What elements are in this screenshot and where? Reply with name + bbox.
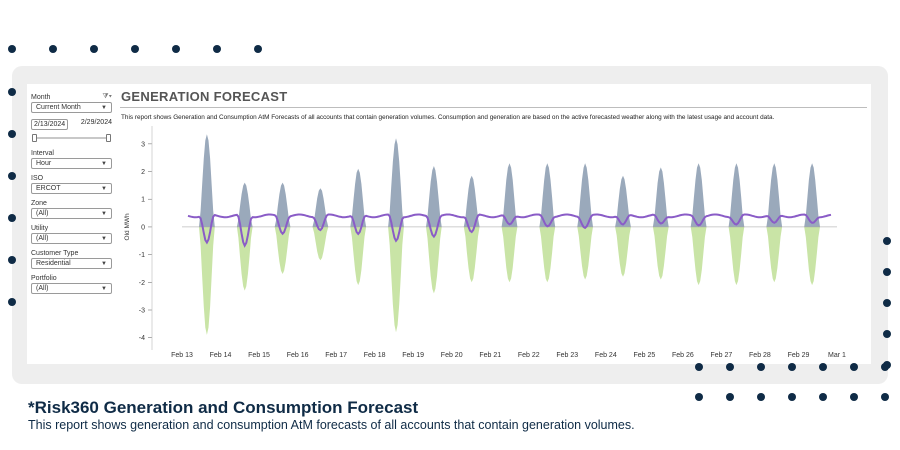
x-tick-label: Feb 18 <box>364 352 386 359</box>
chevron-down-icon: ▼ <box>101 260 107 267</box>
y-tick-label: -2 <box>139 280 145 287</box>
x-tick-label: Feb 22 <box>518 352 540 359</box>
portfolio-select-value: (All) <box>36 285 49 292</box>
title-divider <box>120 107 867 108</box>
decorative-dots-top <box>8 45 262 53</box>
utility-label: Utility <box>31 224 49 232</box>
x-tick-label: Feb 29 <box>788 352 810 359</box>
slider-end-handle[interactable] <box>106 134 111 142</box>
y-tick-label: -3 <box>139 308 145 315</box>
interval-select[interactable]: Hour ▼ <box>31 158 112 169</box>
clear-filter-icon[interactable]: ⧩▾ <box>102 93 112 100</box>
interval-select-value: Hour <box>36 160 52 167</box>
caption-title: *Risk360 Generation and Consumption Fore… <box>28 398 419 417</box>
chevron-down-icon: ▼ <box>101 160 107 167</box>
consumption-area <box>188 226 831 335</box>
utility-select-value: (All) <box>36 235 49 242</box>
forecast-chart[interactable]: 3 2 1 0 -1 -2 -3 -4 Old MWh Feb 13 Feb 14 Feb 15 Feb… <box>116 84 871 364</box>
portfolio-select[interactable]: (All) ▼ <box>31 283 112 294</box>
x-tick-label: Feb 14 <box>210 352 232 359</box>
x-tick-label: Feb 21 <box>479 352 501 359</box>
slider-start-handle[interactable] <box>32 134 37 142</box>
net-load-line <box>187 213 832 248</box>
y-tick-label: -1 <box>139 252 145 259</box>
decorative-dots-right <box>883 237 891 369</box>
chart-panel: GENERATION FORECAST This report shows Ge… <box>116 84 871 364</box>
month-label-text: Month <box>31 93 51 101</box>
iso-select[interactable]: ERCOT ▼ <box>31 183 112 194</box>
chevron-down-icon: ▼ <box>101 210 107 217</box>
y-axis-label: Old MWh <box>124 213 131 240</box>
iso-select-value: ERCOT <box>36 185 61 192</box>
zone-select-value: (All) <box>36 210 49 217</box>
utility-select[interactable]: (All) ▼ <box>31 233 112 244</box>
portfolio-label: Portfolio <box>31 274 57 282</box>
decorative-dots-bottom <box>695 363 889 401</box>
report-title: GENERATION FORECAST <box>121 89 288 104</box>
start-date-input[interactable]: 2/13/2024 <box>31 119 69 130</box>
report-description: This report shows Generation and Consump… <box>121 114 775 121</box>
zone-select[interactable]: (All) ▼ <box>31 208 112 219</box>
y-tick-label: 0 <box>141 224 145 231</box>
slider-track <box>34 137 109 139</box>
x-tick-label: Feb 15 <box>248 352 270 359</box>
x-tick-label: Feb 20 <box>441 352 463 359</box>
y-tick-label: -4 <box>139 335 145 342</box>
x-tick-label: Feb 24 <box>595 352 617 359</box>
zone-label: Zone <box>31 199 47 207</box>
x-tick-label: Feb 13 <box>171 352 193 359</box>
month-filter-label: Month ⧩▾ <box>31 92 112 102</box>
customer-type-select-value: Residential <box>36 260 71 267</box>
chevron-down-icon: ▼ <box>101 185 107 192</box>
y-tick-label: 3 <box>141 141 145 148</box>
x-tick-label: Feb 19 <box>402 352 424 359</box>
customer-type-label: Customer Type <box>31 249 79 257</box>
caption-subtitle: This report shows generation and consump… <box>28 418 635 432</box>
month-select[interactable]: Current Month ▼ <box>31 102 112 113</box>
x-tick-label: Feb 27 <box>711 352 733 359</box>
x-tick-label: Feb 23 <box>556 352 578 359</box>
x-tick-label: Feb 17 <box>325 352 347 359</box>
iso-label: ISO <box>31 174 44 182</box>
date-range-slider[interactable] <box>32 134 111 142</box>
customer-type-select[interactable]: Residential ▼ <box>31 258 112 269</box>
date-range: 2/13/2024 2/29/2024 <box>31 119 112 130</box>
filter-panel: Month ⧩▾ Current Month ▼ 2/13/2024 2/29/2… <box>27 84 116 364</box>
chevron-down-icon: ▼ <box>101 285 107 292</box>
x-tick-label: Feb 16 <box>287 352 309 359</box>
x-tick-label: Mar 1 <box>828 352 846 359</box>
chevron-down-icon: ▼ <box>101 235 107 242</box>
x-tick-label: Feb 26 <box>672 352 694 359</box>
chevron-down-icon: ▼ <box>101 104 107 111</box>
y-tick-label: 2 <box>141 169 145 176</box>
generation-area <box>188 134 831 227</box>
end-date-input[interactable]: 2/29/2024 <box>80 119 112 126</box>
interval-label: Interval <box>31 149 54 157</box>
decorative-dots-left <box>8 88 16 306</box>
month-select-value: Current Month <box>36 104 81 111</box>
x-tick-label: Feb 28 <box>749 352 771 359</box>
y-tick-label: 1 <box>141 197 145 204</box>
x-tick-label: Feb 25 <box>633 352 655 359</box>
